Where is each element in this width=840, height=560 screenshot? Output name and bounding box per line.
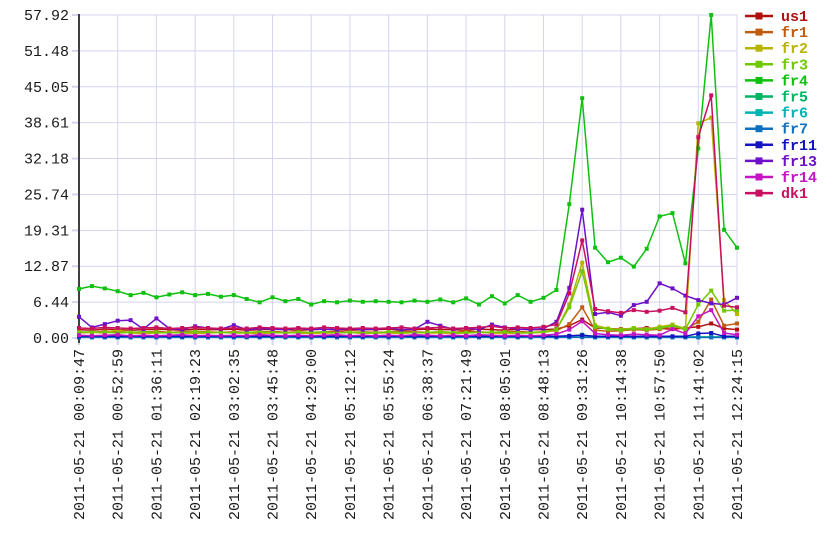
legend-item-fr11: fr11 <box>745 138 817 155</box>
series-markers-fr13 <box>77 207 739 332</box>
legend-swatch-marker <box>755 12 763 20</box>
legend-label: fr3 <box>781 57 808 74</box>
legend-label: fr2 <box>781 41 808 58</box>
x-axis-tick-label: 2011-05-21 00:09:47 <box>72 349 89 520</box>
legend-label: fr1 <box>781 25 808 42</box>
series-line-fr13 <box>78 209 738 331</box>
y-axis-tick-label: 38.61 <box>24 116 69 133</box>
x-axis-tick-label: 2011-05-21 00:52:59 <box>111 349 128 520</box>
series-line-dk1 <box>78 95 738 330</box>
legend-swatch-marker <box>755 44 763 52</box>
series-markers-fr3 <box>77 269 739 335</box>
x-axis-tick-label: 2011-05-21 12:24:15 <box>730 349 747 520</box>
legend-label: fr6 <box>781 106 808 123</box>
legend-item-fr5: fr5 <box>745 90 808 107</box>
x-axis-tick-label: 2011-05-21 10:14:38 <box>614 349 631 520</box>
legend-swatch-marker <box>755 189 763 197</box>
legend-label: fr4 <box>781 73 808 90</box>
series-line-fr4 <box>78 14 738 306</box>
series-markers-fr4 <box>77 13 739 307</box>
legend-item-fr13: fr13 <box>745 154 817 171</box>
x-axis-tick-label: 2011-05-21 02:19:23 <box>188 349 205 520</box>
x-axis-tick-label: 2011-05-21 03:45:48 <box>266 349 283 520</box>
legend-item-us1: us1 <box>745 9 808 26</box>
legend-swatch-marker <box>755 93 763 100</box>
legend-label: fr14 <box>781 170 817 187</box>
legend-swatch-marker <box>755 76 763 84</box>
x-axis-tick-label: 2011-05-21 07:21:49 <box>459 349 476 520</box>
series-markers-dk1 <box>77 93 739 331</box>
x-axis-tick-label: 2011-05-21 11:41:02 <box>691 349 708 520</box>
legend-label: us1 <box>781 9 808 26</box>
legend-label: fr11 <box>781 138 817 155</box>
x-axis-tick-label: 2011-05-21 04:29:00 <box>304 349 321 520</box>
y-axis-tick-label: 32.18 <box>24 152 69 169</box>
y-axis-tick-label: 19.31 <box>24 223 69 240</box>
series-markers-fr14 <box>77 308 739 338</box>
legend-item-fr14: fr14 <box>745 170 817 187</box>
legend-item-fr1: fr1 <box>745 25 808 42</box>
x-axis-tick-label: 2011-05-21 08:48:13 <box>536 349 553 520</box>
legend-swatch-marker <box>755 60 763 68</box>
x-axis-tick-label: 2011-05-21 08:05:01 <box>498 349 515 520</box>
x-axis-tick-label: 2011-05-21 05:12:12 <box>343 349 360 520</box>
x-axis-tick-label: 2011-05-21 10:57:50 <box>653 349 670 520</box>
legend-label: fr7 <box>781 122 808 139</box>
series-line-fr14 <box>78 309 738 337</box>
legend-label: fr5 <box>781 90 808 107</box>
x-axis-tick-label: 2011-05-21 01:36:11 <box>149 349 166 520</box>
y-axis-tick-label: 51.48 <box>24 44 69 61</box>
legend-item-fr3: fr3 <box>745 57 808 74</box>
legend-item-fr4: fr4 <box>745 73 808 90</box>
legend-swatch-marker <box>755 28 763 36</box>
y-axis-tick-label: 45.05 <box>24 80 69 97</box>
series-line-fr3 <box>78 268 738 334</box>
legend-swatch-marker <box>755 157 763 165</box>
x-axis-tick-label: 2011-05-21 09:31:26 <box>575 349 592 520</box>
legend-item-fr7: fr7 <box>745 122 808 139</box>
legend-swatch-marker <box>755 141 763 149</box>
y-axis-tick-label: 57.92 <box>24 8 69 25</box>
x-axis-tick-label: 2011-05-21 06:38:37 <box>420 349 437 520</box>
x-axis-tick-label: 2011-05-21 03:02:35 <box>227 349 244 520</box>
legend-item-fr2: fr2 <box>745 41 808 58</box>
legend-swatch-marker <box>755 125 763 133</box>
y-axis-tick-label: 0.00 <box>33 331 69 348</box>
legend-item-dk1: dk1 <box>745 186 808 203</box>
legend-label: fr13 <box>781 154 817 171</box>
x-axis-tick-label: 2011-05-21 05:55:24 <box>382 349 399 520</box>
y-axis-tick-label: 12.87 <box>24 259 69 276</box>
series-line-fr11 <box>79 332 737 338</box>
legend-swatch-marker <box>755 109 763 117</box>
y-axis-tick-label: 6.44 <box>33 295 69 312</box>
legend-swatch-marker <box>755 173 763 181</box>
legend-item-fr6: fr6 <box>745 106 808 123</box>
y-axis-tick-label: 25.74 <box>24 187 69 204</box>
legend-label: dk1 <box>781 186 808 203</box>
